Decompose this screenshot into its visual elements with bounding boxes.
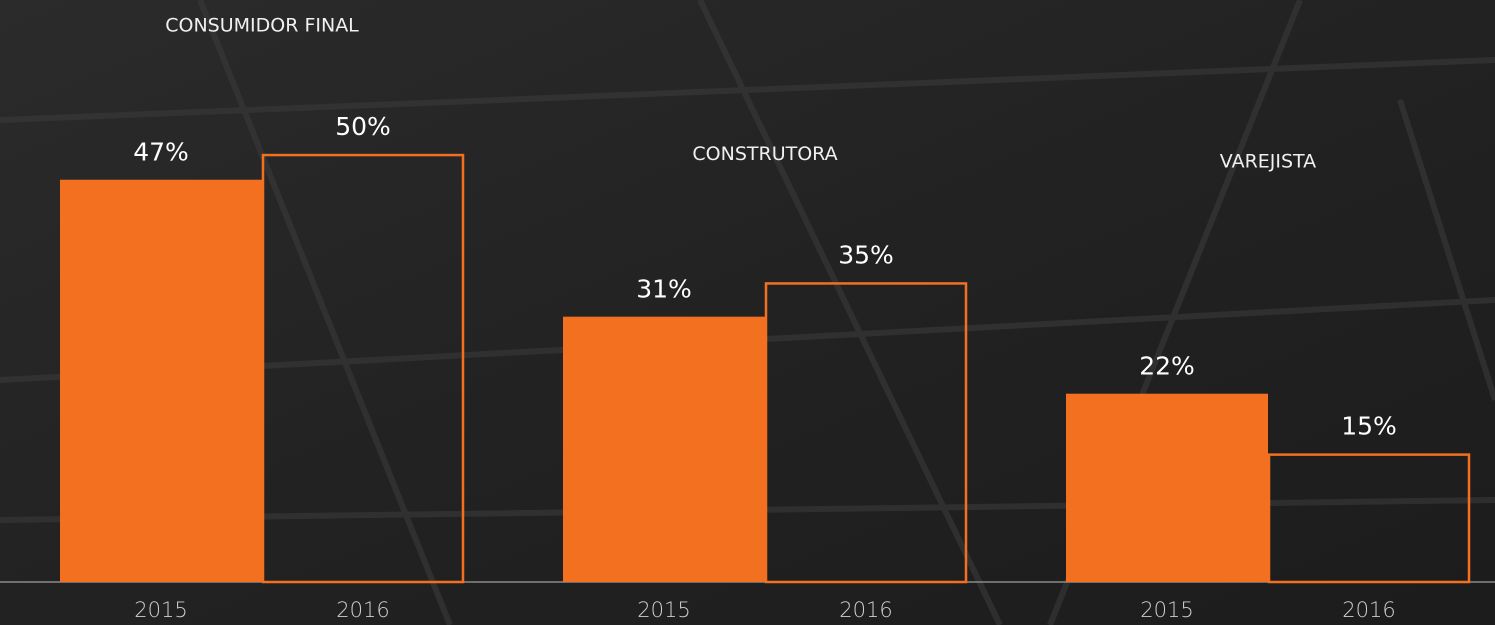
value-label: 22% [1139, 352, 1195, 381]
page: 47% 2015 50% 2016 CONSUMIDOR FINAL 31% 2015 35%… [0, 0, 1495, 625]
x-tick-label: 2016 [1342, 598, 1395, 622]
category-label: VAREJISTA [1220, 151, 1316, 173]
bar [60, 180, 262, 582]
x-tick-label: 2016 [336, 598, 389, 622]
value-label: 15% [1341, 412, 1397, 441]
value-label: 50% [335, 112, 391, 141]
category-label: CONSTRUTORA [692, 143, 837, 165]
bar [1066, 394, 1268, 582]
bar [563, 317, 765, 582]
category-label: CONSUMIDOR FINAL [165, 15, 359, 37]
x-tick-label: 2016 [839, 598, 892, 622]
chart: 47% 2015 50% 2016 CONSUMIDOR FINAL 31% 2015 35%… [0, 0, 1495, 625]
value-label: 31% [636, 275, 692, 304]
x-tick-label: 2015 [134, 598, 187, 622]
x-tick-label: 2015 [1140, 598, 1193, 622]
x-tick-label: 2015 [637, 598, 690, 622]
value-label: 47% [133, 138, 189, 167]
value-label: 35% [838, 240, 894, 269]
